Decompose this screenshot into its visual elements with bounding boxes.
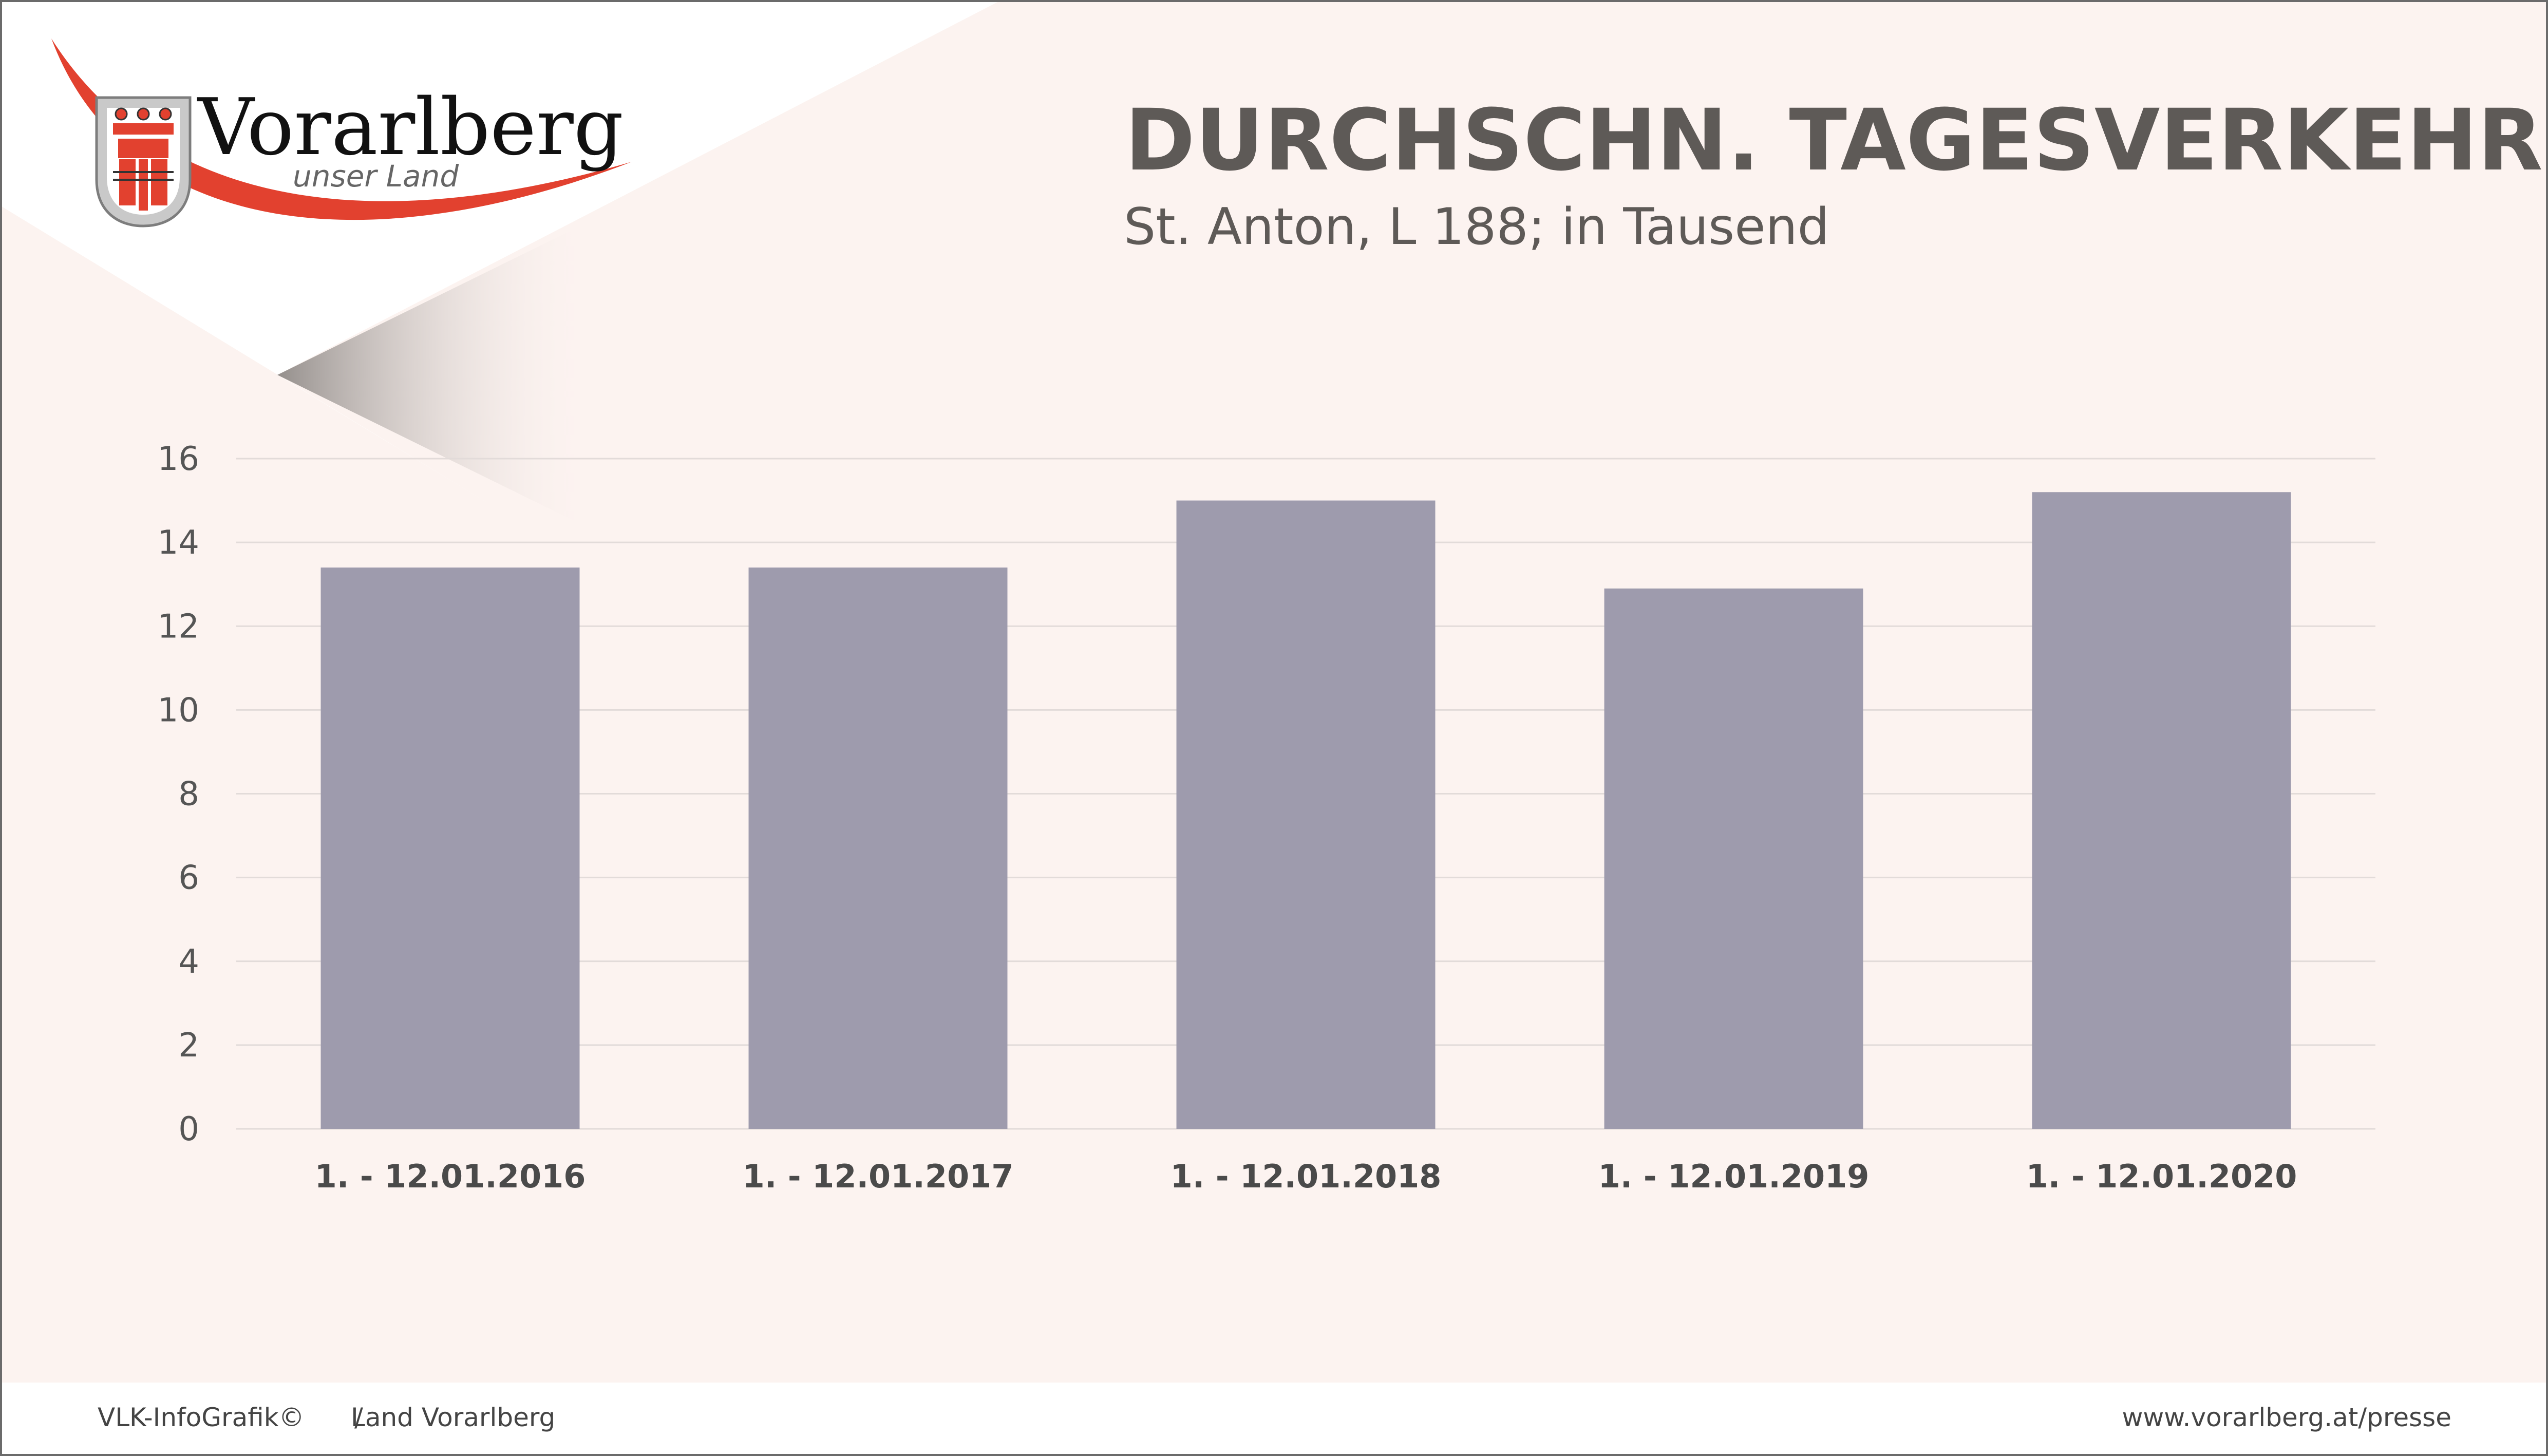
bar [1604, 588, 1863, 1129]
x-tick-label: 1. - 12.01.2017 [743, 1158, 1014, 1195]
x-tick-label: 1. - 12.01.2018 [1171, 1158, 1442, 1195]
chart-title: DURCHSCHN. TAGESVERKEHR [1125, 91, 2543, 190]
footer-source: VLK-InfoGrafik© [98, 1403, 305, 1432]
bars [320, 492, 2291, 1129]
bar [1176, 500, 1436, 1129]
footer-publisher: Land Vorarlberg [351, 1403, 555, 1432]
y-tick-label: 12 [158, 608, 199, 646]
footer-url[interactable]: www.vorarlberg.at/presse [2122, 1403, 2451, 1432]
x-tick-label: 1. - 12.01.2016 [315, 1158, 586, 1195]
y-tick-label: 0 [178, 1110, 199, 1148]
x-tick-label: 1. - 12.01.2020 [2026, 1158, 2297, 1195]
y-tick-label: 8 [178, 776, 199, 814]
footer-band [0, 1383, 2548, 1456]
bar [2032, 492, 2291, 1129]
header-white-wedge [0, 0, 1002, 519]
bar [748, 568, 1008, 1129]
y-tick-label: 10 [158, 691, 199, 729]
footer-separator: / [354, 1403, 363, 1432]
coat-of-arms-icon [95, 96, 192, 228]
bar [320, 568, 580, 1129]
logo-swoosh [51, 39, 632, 220]
logo-tagline: unser Land [293, 159, 459, 194]
logo-wordmark: Vorarlberg [197, 82, 624, 173]
y-tick-label: 4 [178, 943, 199, 981]
chart-subtitle: St. Anton, L 188; in Tausend [1124, 198, 1829, 256]
y-tick-label: 16 [158, 440, 199, 478]
header-shadow-fold [277, 221, 591, 529]
x-axis-tick-labels: 1. - 12.01.2016 1. - 12.01.2017 1. - 12.01… [315, 1158, 2297, 1195]
y-tick-label: 2 [178, 1027, 199, 1065]
y-tick-label: 6 [178, 859, 199, 897]
x-tick-label: 1. - 12.01.2019 [1598, 1158, 1870, 1195]
y-axis-tick-labels: 0 2 4 6 8 10 12 14 16 [158, 440, 199, 1148]
y-tick-label: 14 [158, 524, 199, 562]
logo: Vorarlberg unser Land [51, 39, 632, 228]
